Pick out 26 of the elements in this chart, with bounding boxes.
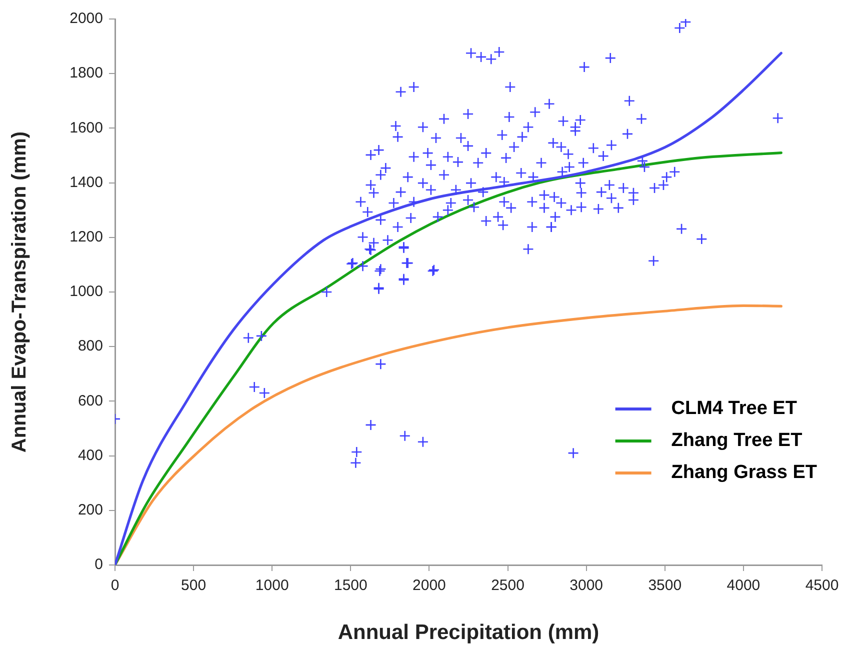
- y-tick-label: 600: [78, 392, 103, 410]
- x-tick-label: 1500: [334, 577, 368, 594]
- x-tick-label: 2500: [491, 577, 524, 594]
- legend-label: CLM4 Tree ET: [671, 398, 798, 420]
- x-tick-label: 2000: [412, 577, 446, 594]
- y-tick-label: 1200: [70, 228, 103, 246]
- y-tick-label: 1600: [70, 119, 103, 136]
- x-tick-label: 4500: [805, 577, 839, 594]
- x-tick-label: 4000: [726, 577, 760, 594]
- x-axis-title: Annual Precipitation (mm): [338, 621, 600, 644]
- y-tick-label: 200: [78, 502, 103, 519]
- y-tick-label: 1800: [70, 64, 103, 82]
- y-axis-title: Annual Evapo-Transpiration (mm): [8, 131, 31, 453]
- legend-label: Zhang Grass ET: [671, 462, 818, 484]
- x-tick-label: 500: [181, 577, 206, 594]
- y-tick-label: 400: [78, 446, 103, 464]
- y-tick-label: 1400: [70, 174, 103, 191]
- x-tick-label: 1000: [255, 577, 289, 594]
- x-tick-label: 0: [110, 577, 120, 594]
- legend-label: Zhang Tree ET: [671, 430, 803, 452]
- x-tick-label: 3500: [648, 577, 682, 594]
- x-tick-label: 3000: [570, 577, 604, 594]
- y-tick-label: 1000: [70, 283, 103, 300]
- y-tick-label: 0: [94, 556, 103, 574]
- y-tick-label: 800: [78, 338, 103, 355]
- y-tick-label: 2000: [70, 10, 103, 28]
